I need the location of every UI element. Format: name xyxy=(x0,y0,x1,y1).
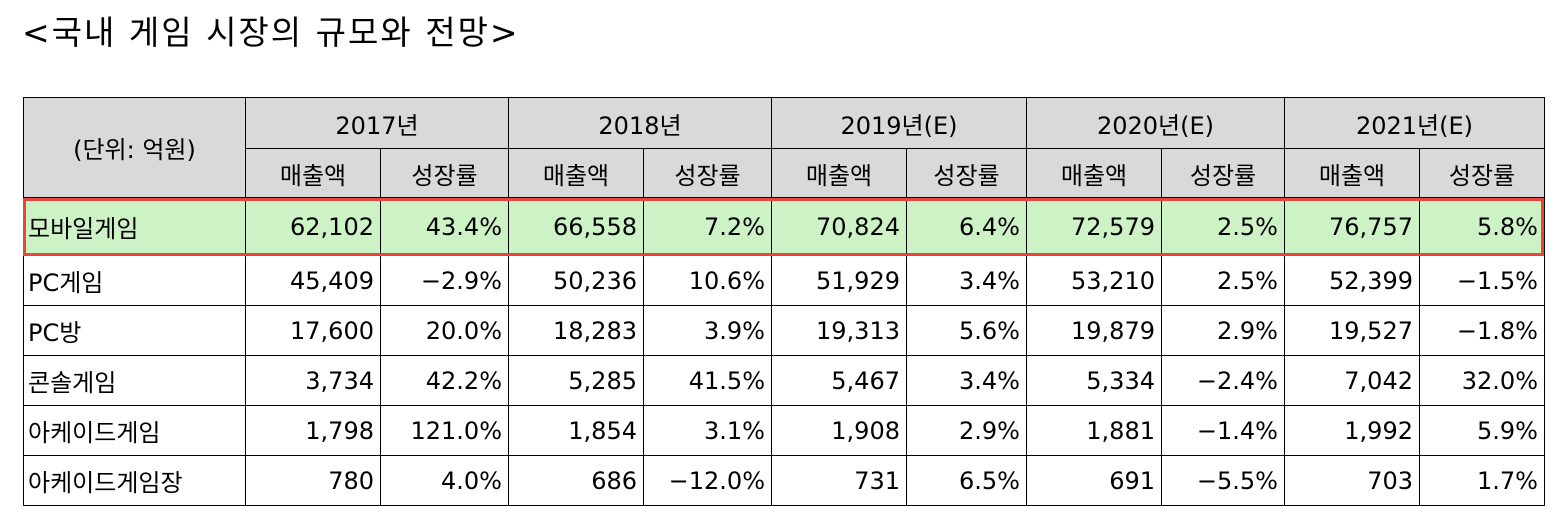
growth-cell: 43.4% xyxy=(380,197,509,256)
growth-cell: 3.9% xyxy=(643,305,772,356)
sales-cell: 17,600 xyxy=(245,305,381,356)
sales-header: 매출액 xyxy=(508,148,644,198)
sales-cell: 66,558 xyxy=(508,197,644,256)
row-label: 모바일게임 xyxy=(23,197,246,256)
sales-cell: 50,236 xyxy=(508,255,644,306)
growth-cell: 1.7% xyxy=(1419,455,1545,506)
growth-cell: 41.5% xyxy=(643,355,772,406)
sales-cell: 45,409 xyxy=(245,255,381,306)
sales-cell: 53,210 xyxy=(1026,255,1162,306)
sales-cell: 70,824 xyxy=(771,197,907,256)
year-header: 2021년(E) xyxy=(1284,97,1545,149)
sales-cell: 1,798 xyxy=(245,405,381,456)
growth-cell: 20.0% xyxy=(380,305,509,356)
year-header: 2019년(E) xyxy=(771,97,1027,149)
year-header: 2017년 xyxy=(245,97,509,149)
header-row-years: (단위: 억원) 2017년 2018년 2019년(E) 2020년(E) 2… xyxy=(23,97,1545,198)
row-label: 아케이드게임 xyxy=(23,405,246,456)
table-row-pc-bang: PC방 17,600 20.0% 18,283 3.9% 19,313 5.6%… xyxy=(23,305,1545,356)
growth-cell: 2.9% xyxy=(1161,305,1285,356)
sales-header: 매출액 xyxy=(1284,148,1420,198)
sales-cell: 691 xyxy=(1026,455,1162,506)
growth-cell: 5.9% xyxy=(1419,405,1545,456)
sales-cell: 686 xyxy=(508,455,644,506)
table-row-mobile-game: 모바일게임 62,102 43.4% 66,558 7.2% 70,824 6.… xyxy=(23,197,1545,256)
sales-cell: 72,579 xyxy=(1026,197,1162,256)
row-label: 아케이드게임장 xyxy=(23,455,246,506)
growth-cell: 121.0% xyxy=(380,405,509,456)
sales-cell: 5,285 xyxy=(508,355,644,406)
table-row-arcade-game: 아케이드게임 1,798 121.0% 1,854 3.1% 1,908 2.9… xyxy=(23,405,1545,456)
growth-cell: −1.8% xyxy=(1419,305,1545,356)
growth-cell: 5.6% xyxy=(906,305,1027,356)
table-row-arcade-arcade-hall: 아케이드게임장 780 4.0% 686 −12.0% 731 6.5% 691… xyxy=(23,455,1545,506)
growth-header: 성장률 xyxy=(1419,148,1545,198)
growth-cell: 3.4% xyxy=(906,255,1027,306)
sales-cell: 62,102 xyxy=(245,197,381,256)
sales-header: 매출액 xyxy=(245,148,381,198)
header-row-metrics: 매출액 성장률 매출액 성장률 매출액 성장률 매출액 성장률 매출액 성장률 xyxy=(24,148,1545,198)
growth-cell: −2.9% xyxy=(380,255,509,306)
sales-cell: 5,334 xyxy=(1026,355,1162,406)
growth-header: 성장률 xyxy=(643,148,772,198)
growth-cell: −2.4% xyxy=(1161,355,1285,406)
sales-cell: 1,854 xyxy=(508,405,644,456)
sales-header: 매출액 xyxy=(1026,148,1162,198)
row-label: 콘솔게임 xyxy=(23,355,246,406)
sales-cell: 3,734 xyxy=(245,355,381,406)
sales-cell: 1,992 xyxy=(1284,405,1420,456)
growth-cell: 32.0% xyxy=(1419,355,1545,406)
sales-cell: 7,042 xyxy=(1284,355,1420,406)
growth-cell: 6.5% xyxy=(906,455,1027,506)
sales-cell: 52,399 xyxy=(1284,255,1420,306)
growth-header: 성장률 xyxy=(1161,148,1285,198)
sales-header: 매출액 xyxy=(771,148,907,198)
growth-cell: −5.5% xyxy=(1161,455,1285,506)
row-label: PC게임 xyxy=(23,255,246,306)
growth-cell: 10.6% xyxy=(643,255,772,306)
growth-cell: 7.2% xyxy=(643,197,772,256)
sales-cell: 76,757 xyxy=(1284,197,1420,256)
growth-cell: 6.4% xyxy=(906,197,1027,256)
sales-cell: 703 xyxy=(1284,455,1420,506)
growth-cell: 4.0% xyxy=(380,455,509,506)
row-label: PC방 xyxy=(23,305,246,356)
growth-cell: 5.8% xyxy=(1419,197,1545,256)
growth-cell: 3.4% xyxy=(906,355,1027,406)
table-row-console-game: 콘솔게임 3,734 42.2% 5,285 41.5% 5,467 3.4% … xyxy=(23,355,1545,406)
sales-cell: 780 xyxy=(245,455,381,506)
growth-header: 성장률 xyxy=(906,148,1027,198)
growth-cell: −1.4% xyxy=(1161,405,1285,456)
growth-cell: 3.1% xyxy=(643,405,772,456)
sales-cell: 18,283 xyxy=(508,305,644,356)
game-market-table: (단위: 억원) 2017년 2018년 2019년(E) 2020년(E) 2… xyxy=(23,97,1545,506)
sales-cell: 5,467 xyxy=(771,355,907,406)
growth-cell: 2.9% xyxy=(906,405,1027,456)
year-header: 2020년(E) xyxy=(1026,97,1285,149)
growth-cell: −1.5% xyxy=(1419,255,1545,306)
year-header: 2018년 xyxy=(508,97,772,149)
unit-label: (단위: 억원) xyxy=(23,97,246,198)
sales-cell: 19,527 xyxy=(1284,305,1420,356)
table-row-pc-game: PC게임 45,409 −2.9% 50,236 10.6% 51,929 3.… xyxy=(23,255,1545,306)
sales-cell: 51,929 xyxy=(771,255,907,306)
sales-cell: 1,881 xyxy=(1026,405,1162,456)
growth-cell: 2.5% xyxy=(1161,197,1285,256)
growth-cell: −12.0% xyxy=(643,455,772,506)
growth-header: 성장률 xyxy=(380,148,509,198)
growth-cell: 42.2% xyxy=(380,355,509,406)
sales-cell: 19,313 xyxy=(771,305,907,356)
growth-cell: 2.5% xyxy=(1161,255,1285,306)
page-title: <국내 게임 시장의 규모와 전망> xyxy=(22,13,520,52)
sales-cell: 19,879 xyxy=(1026,305,1162,356)
sales-cell: 731 xyxy=(771,455,907,506)
sales-cell: 1,908 xyxy=(771,405,907,456)
